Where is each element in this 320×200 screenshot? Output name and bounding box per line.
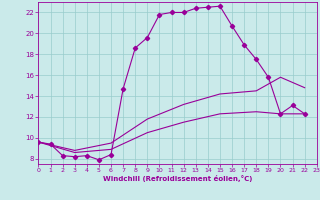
X-axis label: Windchill (Refroidissement éolien,°C): Windchill (Refroidissement éolien,°C) <box>103 175 252 182</box>
